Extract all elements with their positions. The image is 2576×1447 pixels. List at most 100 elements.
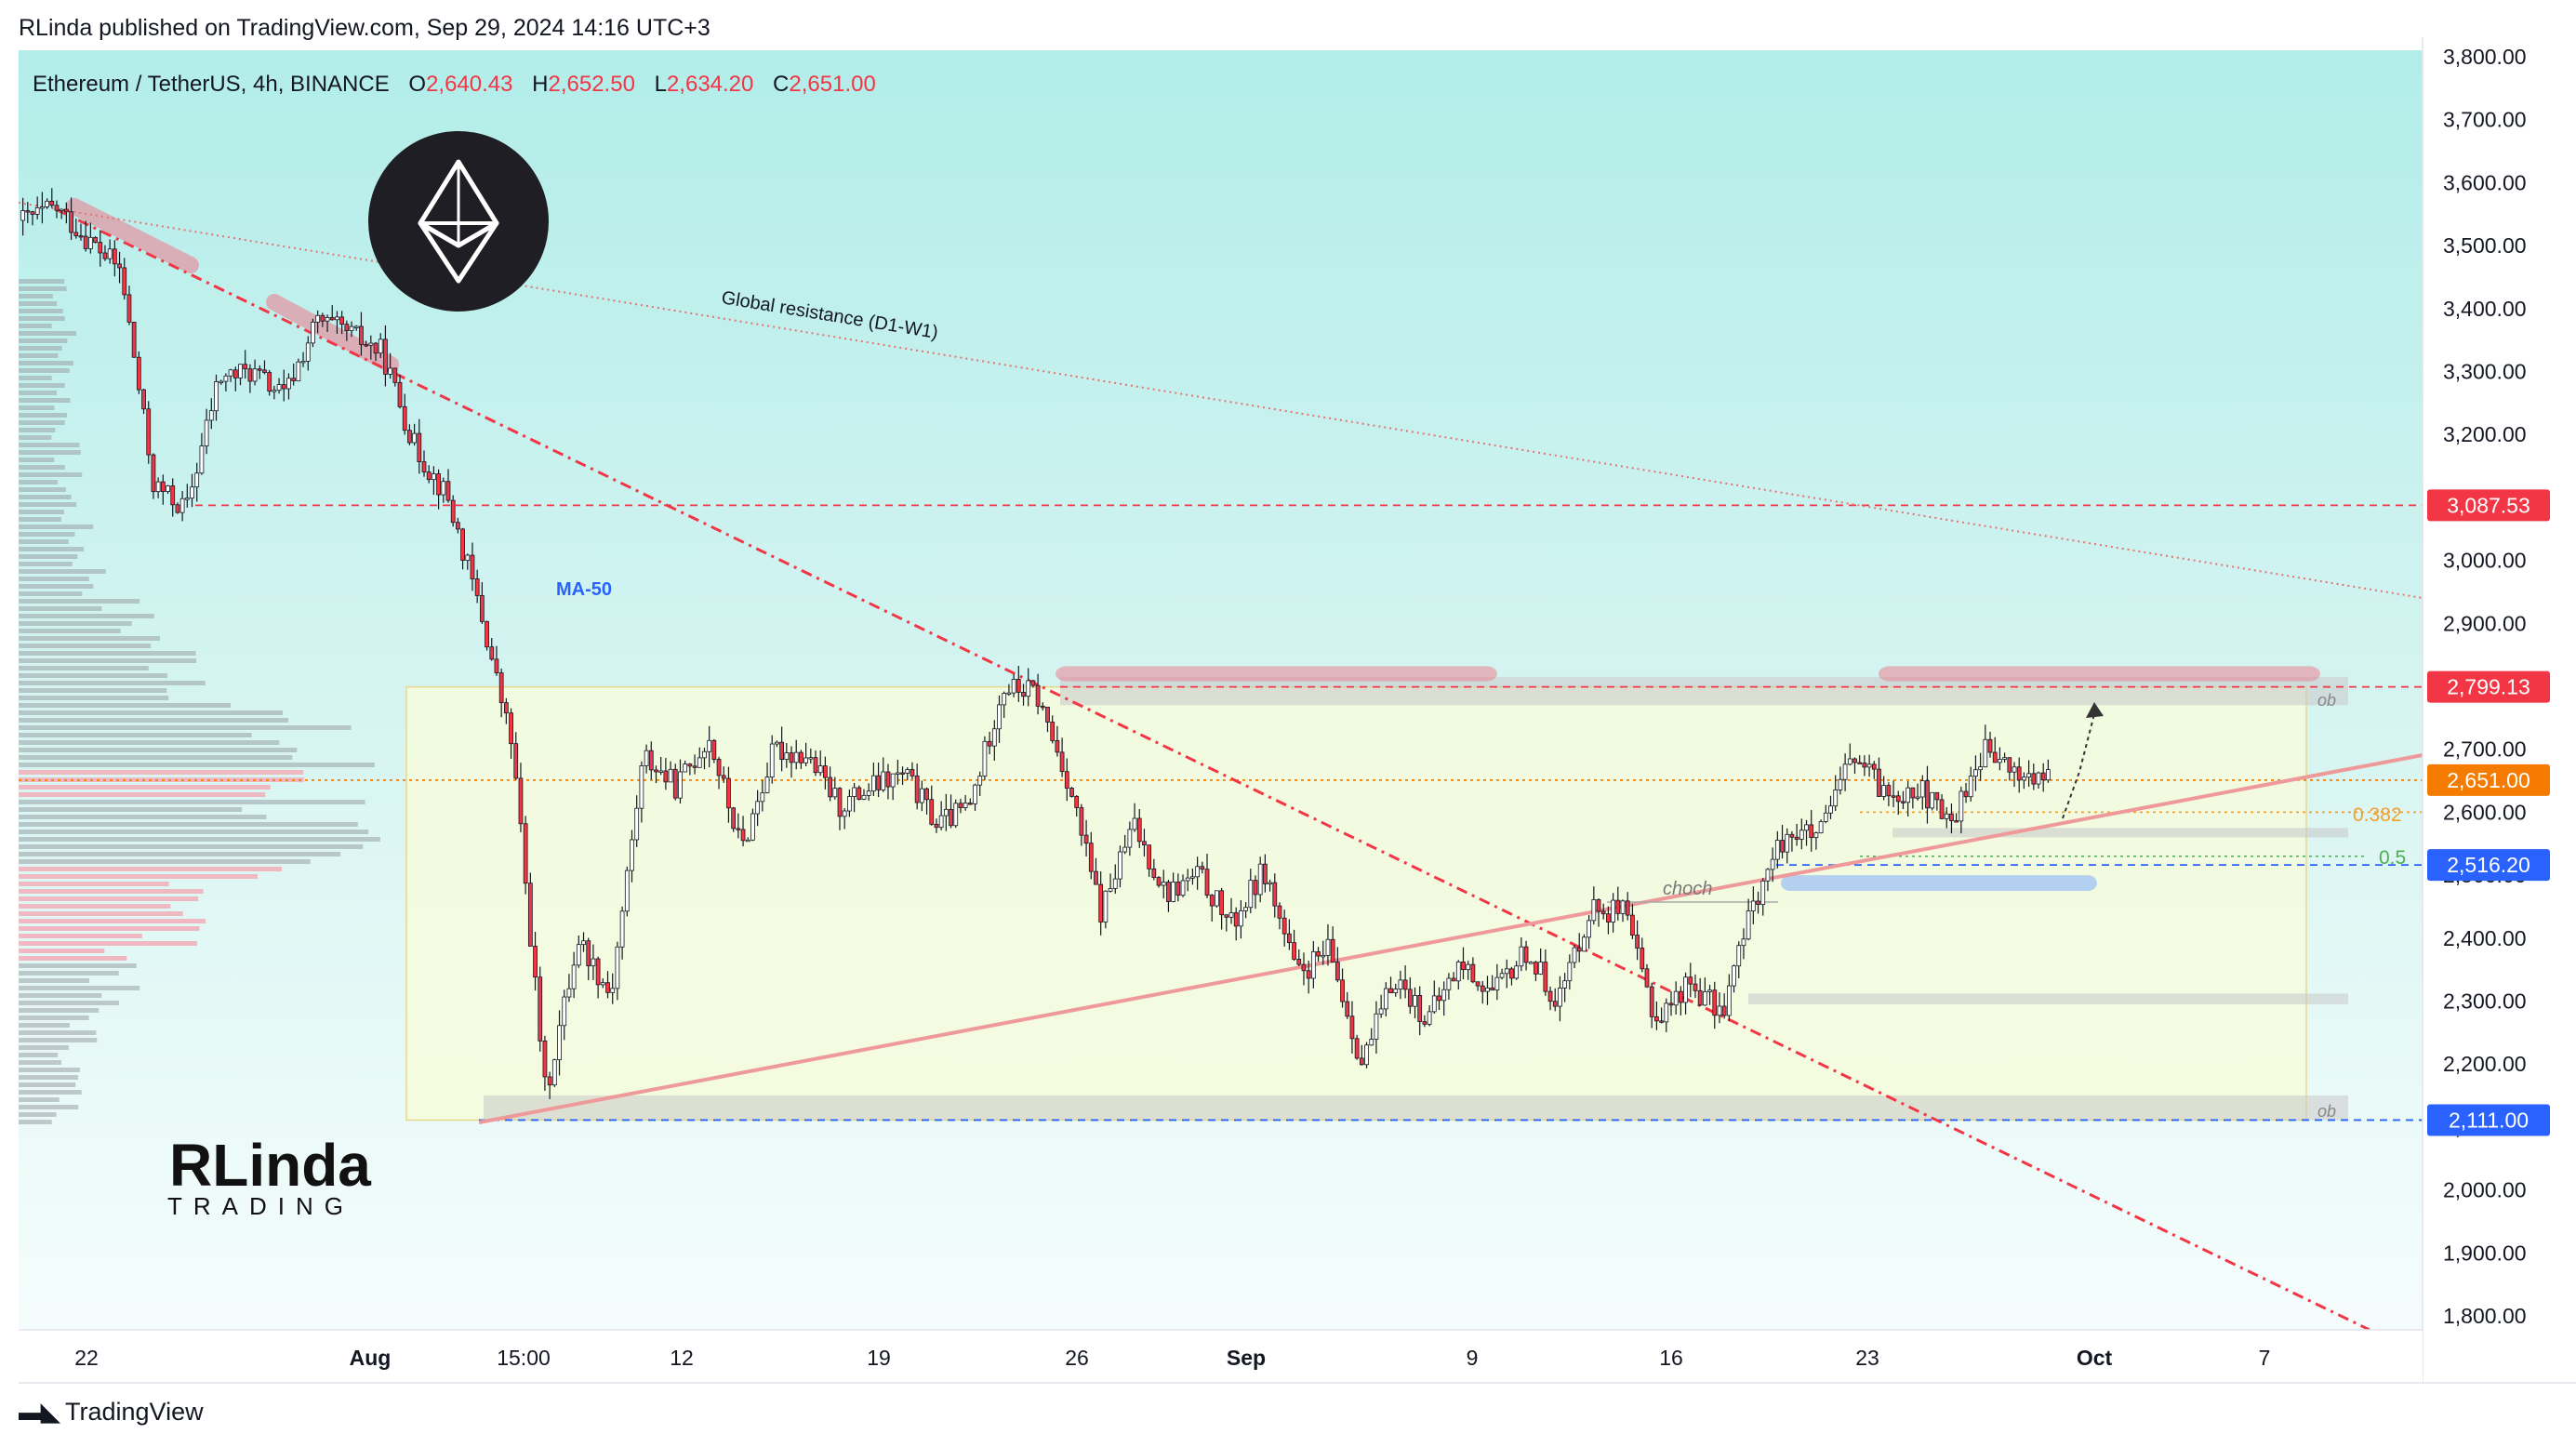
candle	[654, 765, 658, 784]
candle	[895, 759, 900, 785]
candle	[702, 748, 707, 770]
candle	[1417, 986, 1423, 1036]
candle	[683, 760, 688, 773]
volume-bar	[19, 1097, 60, 1102]
volume-bar	[19, 904, 171, 909]
tradingview-logo[interactable]: ▬◣ TradingView	[19, 1398, 204, 1427]
time-tick-label: 19	[867, 1346, 891, 1370]
candle	[1233, 907, 1239, 941]
candle	[1630, 904, 1635, 939]
candle	[397, 374, 403, 409]
volume-bar	[19, 472, 83, 477]
candle	[1147, 844, 1152, 877]
candle	[272, 385, 277, 400]
candle	[329, 305, 335, 321]
volume-bar	[19, 450, 81, 455]
volume-bar	[19, 986, 140, 990]
time-axis[interactable]	[19, 1330, 2423, 1384]
candle	[1992, 737, 1998, 763]
candle	[1587, 914, 1592, 949]
candle	[624, 866, 630, 917]
candle	[243, 350, 248, 379]
candle	[441, 477, 446, 503]
candle	[1934, 791, 1940, 811]
candle	[619, 906, 625, 960]
volume-bar	[19, 368, 70, 373]
candle	[538, 966, 543, 1052]
candle	[1828, 795, 1833, 819]
volume-bar	[19, 316, 65, 321]
candle	[982, 736, 988, 780]
candle	[1475, 981, 1481, 991]
time-tick-label: Aug	[350, 1346, 392, 1370]
candle	[1756, 891, 1760, 914]
candle	[1558, 976, 1562, 1022]
price-tick-label: 3,400.00	[2443, 297, 2527, 321]
candle	[542, 1035, 548, 1091]
candle	[938, 801, 944, 830]
candle	[1369, 1028, 1374, 1046]
candle	[1359, 1044, 1364, 1066]
candle	[1644, 963, 1650, 989]
candle	[1954, 813, 1959, 823]
volume-bar	[19, 435, 52, 440]
volume-bar	[19, 777, 304, 782]
candle	[296, 358, 301, 382]
candle	[1151, 858, 1157, 881]
candle	[54, 200, 60, 219]
volume-bar	[19, 1023, 70, 1028]
candle	[344, 320, 350, 341]
candle	[547, 1071, 552, 1099]
volume-bar	[19, 480, 59, 485]
candle	[1074, 795, 1080, 816]
candle	[1519, 937, 1524, 972]
candle	[847, 789, 852, 817]
candle	[1180, 874, 1186, 897]
candle	[1402, 965, 1408, 999]
volume-bar	[19, 852, 341, 856]
candle	[417, 418, 422, 474]
volume-bar	[19, 577, 89, 581]
candle	[581, 932, 586, 952]
candle	[2012, 762, 2017, 788]
candle	[755, 790, 761, 827]
candle	[494, 645, 499, 676]
price-tick-label: 3,200.00	[2443, 422, 2527, 446]
price-label-badge	[2427, 849, 2550, 882]
volume-bar	[19, 673, 167, 678]
time-tick-label: 26	[1065, 1346, 1089, 1370]
candle	[1915, 783, 1920, 801]
candle	[64, 202, 69, 224]
price-label-badge	[2427, 763, 2550, 796]
candle	[1040, 702, 1045, 711]
candle	[1509, 966, 1514, 986]
volume-bar	[19, 420, 65, 425]
svg-text:RLinda: RLinda	[169, 1132, 371, 1199]
candle	[1693, 974, 1698, 999]
candle	[1171, 872, 1176, 903]
volume-bar	[19, 591, 83, 596]
candle	[498, 668, 504, 718]
volume-bar	[19, 539, 69, 544]
candle	[1383, 982, 1388, 1016]
volume-bar	[19, 837, 380, 842]
time-tick-label: 9	[1467, 1346, 1479, 1370]
price-labels: 3,087.53 2,799.13 2,651.00 2,516.20 2,111.00	[2427, 489, 2550, 1136]
candle	[856, 785, 862, 801]
svg-text:Ethereum / TetherUS, 4h, BINAN: Ethereum / TetherUS, 4h, BINANCE O2,640.…	[33, 72, 876, 97]
time-tick-label: 15:00	[497, 1346, 551, 1370]
candle	[1925, 765, 1930, 824]
time-tick-label: 7	[2259, 1346, 2271, 1370]
candle	[122, 258, 127, 300]
candle	[1838, 766, 1843, 795]
candle	[126, 285, 132, 325]
candle	[692, 754, 697, 775]
candle	[1190, 868, 1195, 885]
volume-bar	[19, 889, 204, 894]
resistance-highlight-a	[1056, 666, 1497, 682]
price-axis[interactable]	[2423, 37, 2576, 1386]
candle	[1504, 959, 1509, 989]
volume-bar	[19, 1090, 82, 1095]
time-tick-label: 16	[1659, 1346, 1683, 1370]
